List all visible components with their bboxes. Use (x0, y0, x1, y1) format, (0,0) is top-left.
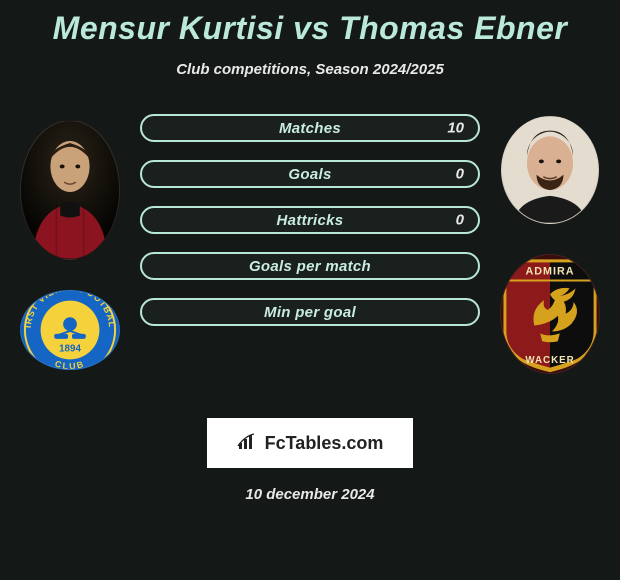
stat-bars: Matches 10 Goals 0 Hattricks 0 Goals per… (140, 114, 480, 326)
date-label: 10 december 2024 (245, 486, 374, 503)
player-left-column: FIRST VIENNA FOOTBALL CLUB 1894 (10, 114, 130, 370)
page-title: Mensur Kurtisi vs Thomas Ebner (53, 10, 568, 47)
footer-brand-text: FcTables.com (265, 433, 384, 454)
stat-label: Hattricks (277, 212, 344, 229)
club-left-badge: FIRST VIENNA FOOTBALL CLUB 1894 (20, 290, 120, 370)
page-subtitle: Club competitions, Season 2024/2025 (176, 61, 444, 78)
comparison-row: FIRST VIENNA FOOTBALL CLUB 1894 Matches … (0, 114, 620, 374)
stat-label: Min per goal (264, 304, 356, 321)
stat-bar-hattricks: Hattricks 0 (140, 206, 480, 234)
footer-brand: FcTables.com (207, 418, 413, 468)
stat-bar-matches: Matches 10 (140, 114, 480, 142)
club-left-badge-icon: FIRST VIENNA FOOTBALL CLUB 1894 (21, 290, 119, 370)
badge-right-bottom: WACKER (525, 355, 574, 366)
root: Mensur Kurtisi vs Thomas Ebner Club comp… (0, 0, 620, 503)
stat-bar-mpg: Min per goal (140, 298, 480, 326)
chart-icon (237, 433, 259, 454)
badge-left-year: 1894 (59, 344, 81, 355)
club-right-badge-icon: ADMIRA WACKER (501, 255, 599, 373)
player-right-silhouette-icon (502, 117, 598, 223)
stat-label: Matches (279, 120, 341, 137)
stat-bar-gpm: Goals per match (140, 252, 480, 280)
stat-label: Goals (288, 166, 331, 183)
stat-label: Goals per match (249, 258, 371, 275)
player-right-photo (501, 116, 599, 224)
player-left-photo (20, 120, 120, 260)
badge-right-top: ADMIRA (526, 266, 575, 278)
stat-value-right: 0 (456, 166, 464, 183)
stat-value-right: 10 (447, 120, 464, 137)
stat-value-right: 0 (456, 212, 464, 229)
player-right-column: ADMIRA WACKER (490, 114, 610, 374)
player-left-silhouette-icon (21, 121, 119, 259)
stat-bar-goals: Goals 0 (140, 160, 480, 188)
club-right-badge: ADMIRA WACKER (500, 254, 600, 374)
